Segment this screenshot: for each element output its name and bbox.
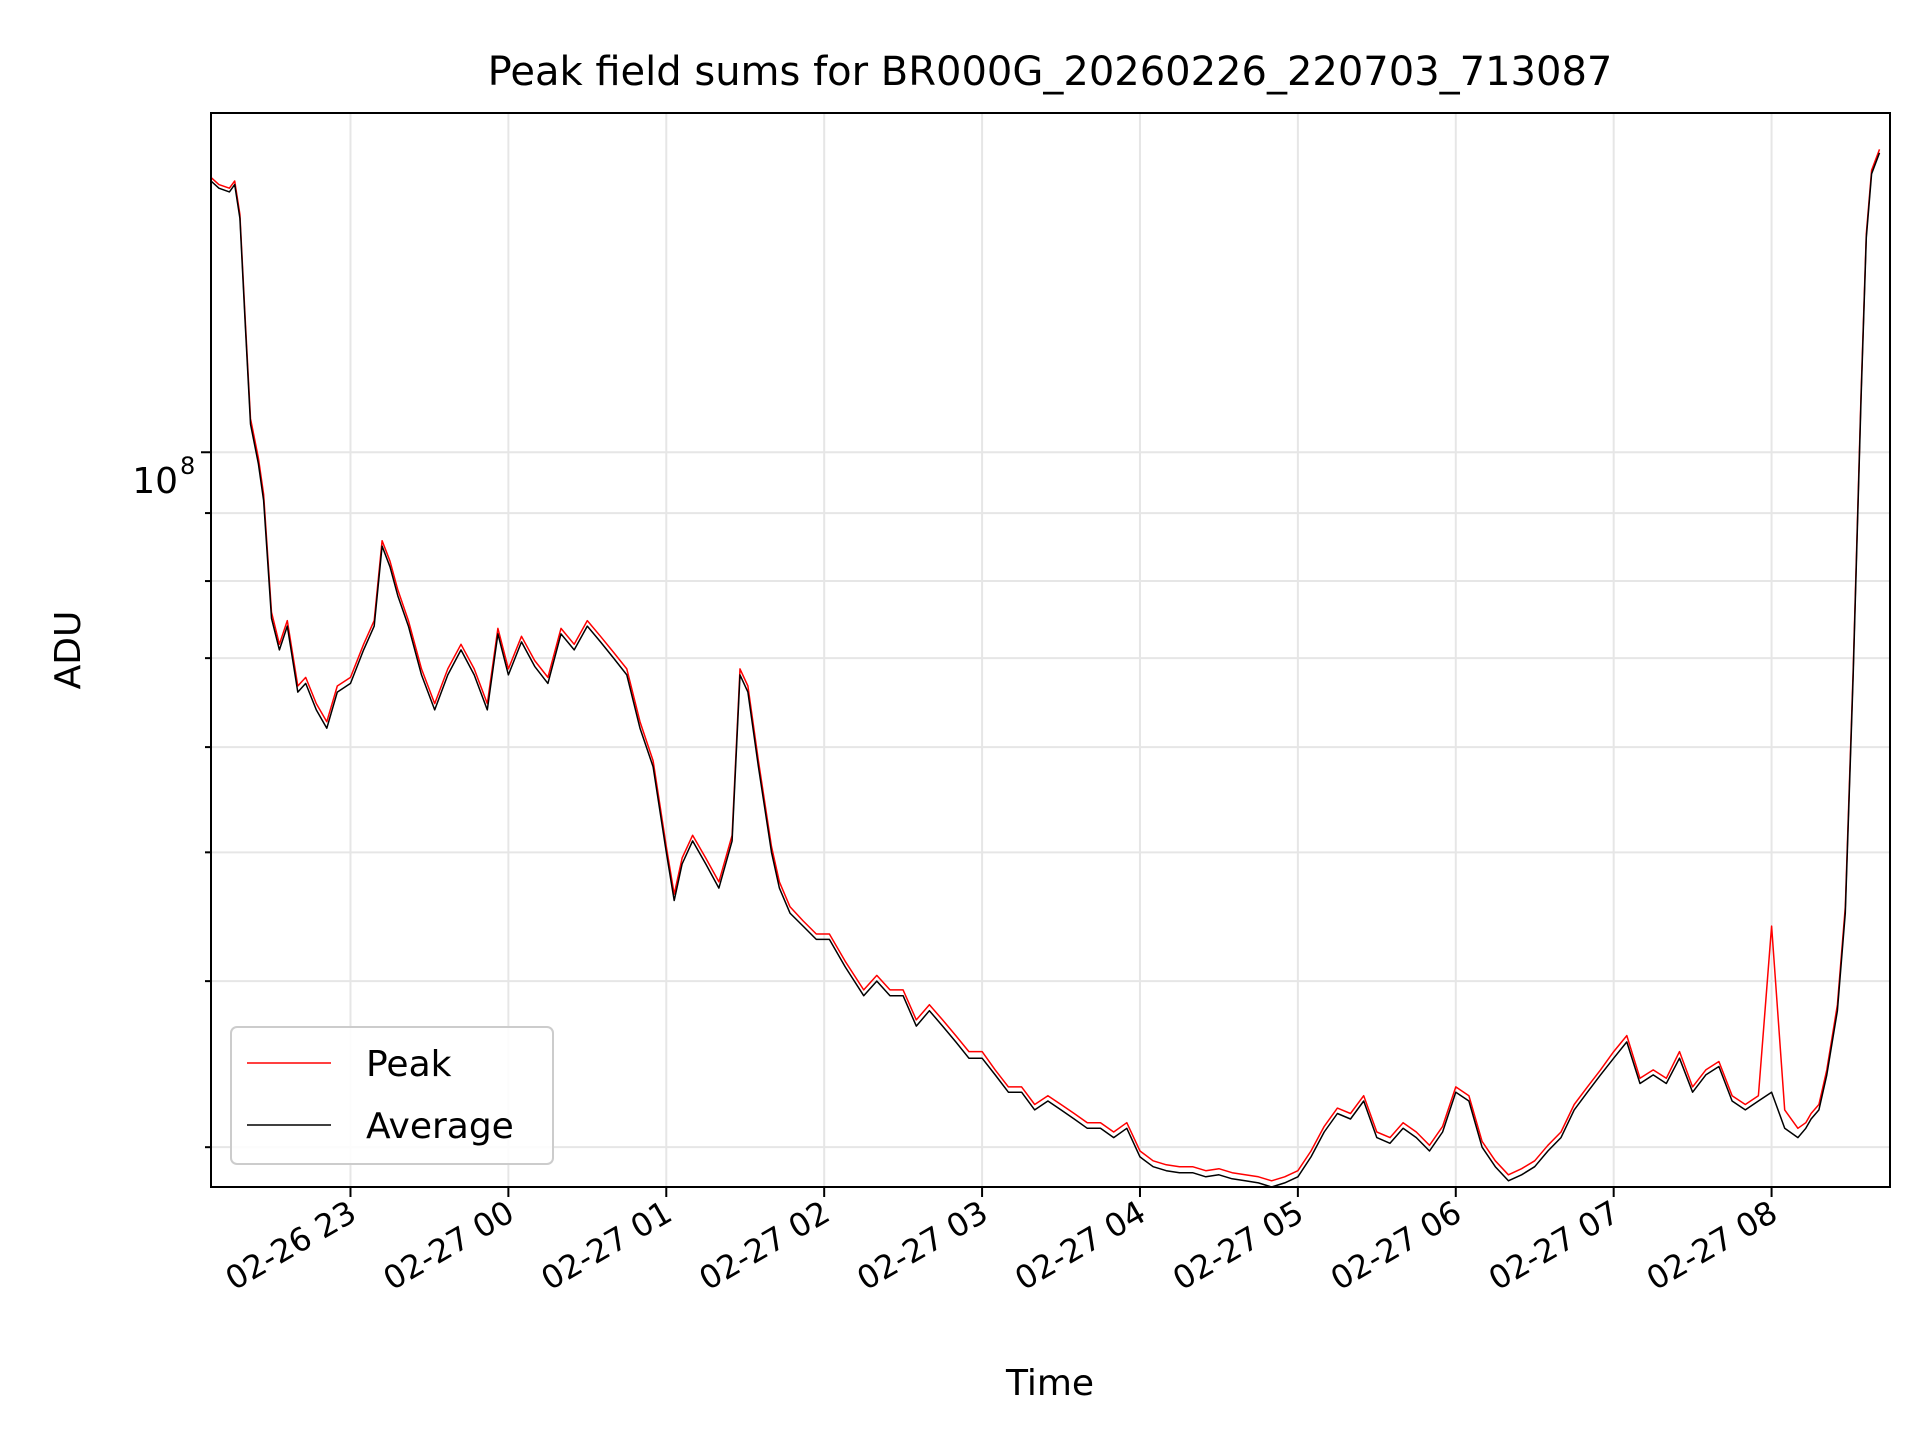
series-line-average: [210, 152, 1881, 1188]
y-axis-label: ADU: [48, 611, 89, 690]
y-tick-exponent: 8: [180, 452, 195, 480]
series-lines: [210, 149, 1881, 1188]
svg-text:8: 8: [180, 452, 195, 480]
x-axis-label: Time: [1005, 1363, 1094, 1404]
legend-peak-label: Peak: [366, 1044, 452, 1085]
legend: Peak Average: [230, 1026, 554, 1165]
legend-average-label: Average: [366, 1106, 514, 1147]
svg-text:10: 10: [132, 461, 178, 502]
y-major-tick-label: 10 8: [132, 452, 195, 502]
plot-area-frame: [210, 112, 1891, 1188]
chart-title: Peak field sums for BR000G_20260226_2207…: [488, 49, 1613, 95]
y-axis-ticks: [201, 451, 211, 1149]
y-tick-base: 10: [132, 461, 178, 502]
series-line-peak: [210, 149, 1881, 1182]
grid-lines: [211, 113, 1890, 1187]
legend-box: [230, 1026, 554, 1165]
